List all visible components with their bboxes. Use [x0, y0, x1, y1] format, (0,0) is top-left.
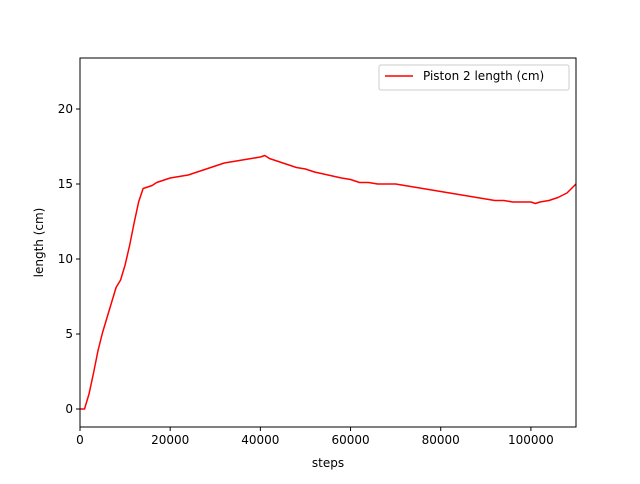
- x-axis-label: steps: [312, 456, 344, 470]
- legend-label: Piston 2 length (cm): [423, 69, 544, 83]
- x-tick-label: 0: [76, 433, 84, 447]
- y-axis-label: length (cm): [32, 208, 46, 278]
- plot-content: [80, 154, 576, 410]
- x-tick-label: 20000: [151, 433, 189, 447]
- y-axis-ticks: 0 5 10 15 20: [58, 102, 80, 416]
- series-line-0: [80, 154, 576, 410]
- legend: Piston 2 length (cm): [378, 64, 570, 91]
- y-tick-label: 15: [58, 177, 73, 191]
- y-tick-label: 20: [58, 102, 73, 116]
- legend-box: [378, 64, 570, 91]
- x-tick-label: 40000: [241, 433, 279, 447]
- x-axis-ticks: 0 20000 40000 60000 80000 100000: [76, 427, 554, 447]
- x-tick-label: 100000: [508, 433, 554, 447]
- plot-frame: [79, 57, 577, 428]
- y-tick-label: 5: [65, 327, 73, 341]
- x-tick-label: 60000: [331, 433, 369, 447]
- y-tick-label: 10: [58, 252, 73, 266]
- x-tick-label: 80000: [422, 433, 460, 447]
- y-tick-label: 0: [65, 402, 73, 416]
